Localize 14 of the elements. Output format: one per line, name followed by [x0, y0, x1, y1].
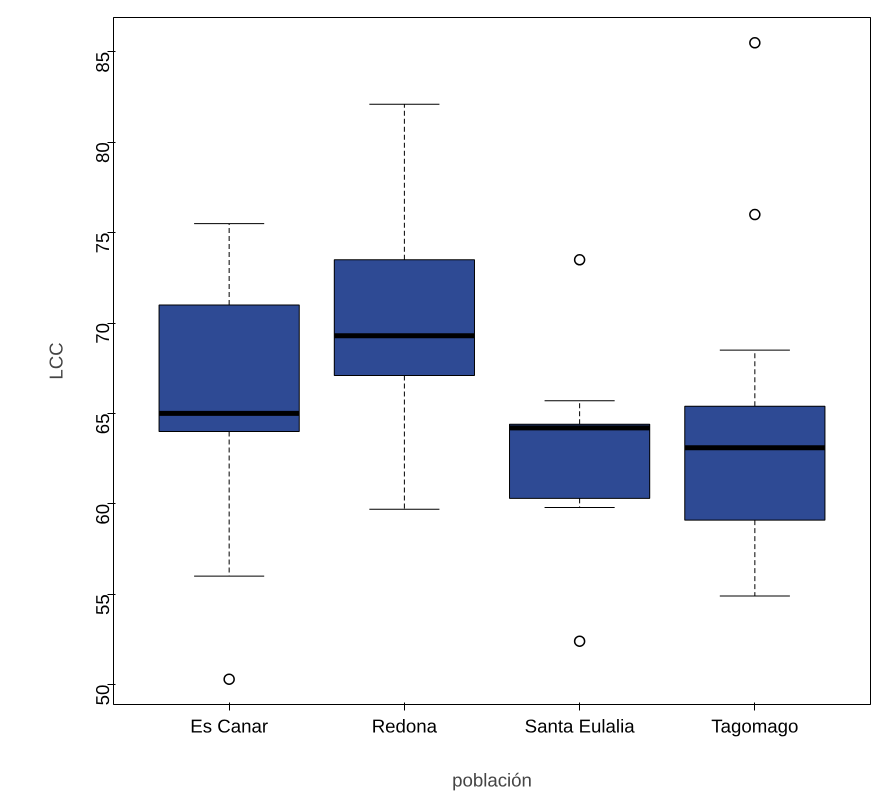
y-tick-label: 60 [92, 504, 113, 525]
y-tick-label: 65 [92, 413, 113, 434]
y-tick-label: 55 [92, 594, 113, 615]
y-tick-label: 75 [92, 232, 113, 254]
y-axis-title: LCC [46, 342, 66, 380]
x-axis-title: población [452, 770, 532, 790]
x-tick-label: Santa Eulalia [524, 716, 636, 736]
y-tick-label: 80 [92, 142, 113, 163]
y-tick-label: 70 [92, 323, 113, 344]
x-tick-label: Tagomago [711, 716, 798, 736]
y-tick-label: 50 [92, 684, 113, 706]
y-tick-label: 85 [92, 52, 113, 73]
x-tick-label: Es Canar [190, 716, 268, 736]
x-tick-label: Redona [372, 716, 438, 736]
